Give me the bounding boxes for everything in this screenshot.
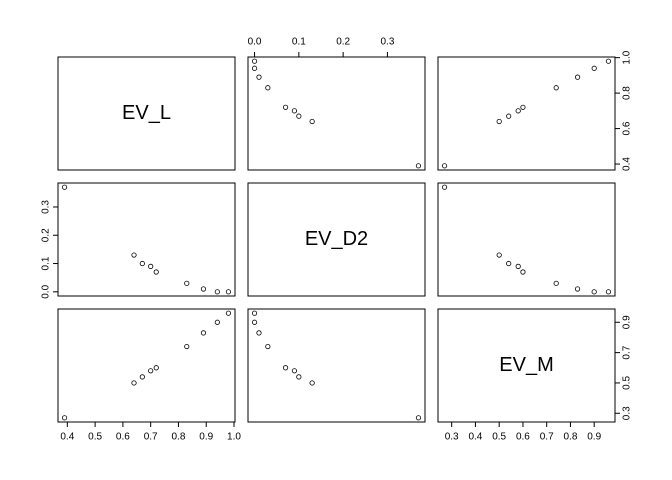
point: [153, 269, 159, 275]
point: [515, 108, 521, 114]
point: [496, 252, 502, 258]
x-tick-label: 0.1: [292, 37, 306, 48]
point: [148, 263, 154, 269]
panel-frame: [437, 308, 616, 423]
point: [265, 343, 271, 350]
y-tick-label: 0.8: [622, 86, 633, 100]
point: [605, 58, 612, 64]
x-tick-label: 0.2: [336, 37, 350, 48]
x-tick-label: 0.8: [563, 432, 577, 443]
point: [296, 374, 302, 380]
point: [265, 85, 271, 91]
point: [441, 184, 448, 190]
point: [291, 368, 298, 374]
point: [256, 330, 262, 336]
panel-frame: [57, 182, 236, 297]
point: [282, 104, 289, 110]
point: [296, 113, 302, 119]
panel-frame: [247, 308, 426, 423]
y-tick-label: 1.0: [622, 50, 633, 64]
point: [153, 365, 159, 371]
point: [553, 85, 559, 91]
y-tick-label: 0.2: [41, 228, 52, 242]
point: [251, 319, 258, 325]
point: [251, 65, 258, 71]
point: [515, 263, 521, 269]
x-tick-label: 1.0: [227, 432, 241, 443]
point: [251, 310, 258, 316]
panel-frame: [247, 56, 426, 171]
x-tick-label: 0.7: [540, 432, 554, 443]
point: [605, 289, 612, 295]
y-tick-label: 0.4: [622, 157, 633, 171]
point: [61, 184, 68, 190]
point: [214, 289, 220, 295]
point: [148, 368, 154, 374]
y-tick-label: 0.9: [622, 315, 633, 329]
panel-frame: [57, 56, 236, 171]
variable-label: EV_M: [499, 354, 553, 376]
y-tick-label: 0.3: [622, 406, 633, 420]
y-tick-label: 0.5: [622, 376, 633, 390]
point: [225, 310, 232, 316]
x-tick-label: 0.4: [468, 432, 482, 443]
point: [139, 374, 145, 380]
point: [309, 380, 315, 386]
y-tick-label: 0.7: [622, 345, 633, 359]
x-tick-label: 0.7: [144, 432, 158, 443]
panel-frame: [247, 182, 426, 297]
x-tick-label: 0.4: [60, 432, 74, 443]
point: [282, 365, 289, 371]
point: [415, 163, 422, 169]
variable-label: EV_D2: [305, 228, 368, 250]
point: [139, 260, 145, 267]
point: [553, 280, 559, 286]
point: [496, 118, 502, 125]
point: [214, 319, 220, 325]
variable-label: EV_L: [122, 102, 171, 124]
point: [506, 260, 512, 267]
point: [574, 74, 581, 80]
point: [251, 58, 258, 64]
y-tick-label: 0.6: [622, 121, 633, 135]
point: [131, 380, 137, 386]
y-tick-label: 0.1: [41, 256, 52, 270]
x-tick-label: 0.9: [587, 432, 601, 443]
point: [506, 113, 512, 119]
point: [184, 343, 190, 350]
panel-frame: [437, 182, 616, 297]
panel-frame: [57, 308, 236, 423]
point: [291, 108, 298, 114]
x-tick-label: 0.6: [116, 432, 130, 443]
y-tick-label: 0.3: [41, 200, 52, 214]
point: [520, 269, 526, 275]
x-tick-label: 0.5: [492, 432, 506, 443]
point: [441, 163, 448, 169]
point: [61, 415, 68, 421]
panel-frame: [437, 56, 616, 171]
y-tick-label: 0.0: [41, 284, 52, 298]
point: [591, 65, 597, 71]
point: [415, 415, 422, 421]
x-tick-label: 0.6: [516, 432, 530, 443]
point: [256, 74, 262, 80]
x-tick-label: 0.0: [248, 37, 262, 48]
x-tick-label: 0.3: [380, 37, 394, 48]
x-tick-label: 0.8: [171, 432, 185, 443]
x-tick-label: 0.3: [445, 432, 459, 443]
point: [520, 104, 526, 110]
x-tick-label: 0.9: [199, 432, 213, 443]
point: [591, 289, 597, 295]
point: [574, 286, 581, 292]
x-tick-label: 0.5: [88, 432, 102, 443]
point: [131, 252, 137, 258]
point: [184, 280, 190, 286]
point: [200, 286, 207, 292]
point: [200, 330, 207, 336]
point: [225, 289, 232, 295]
point: [309, 118, 315, 125]
